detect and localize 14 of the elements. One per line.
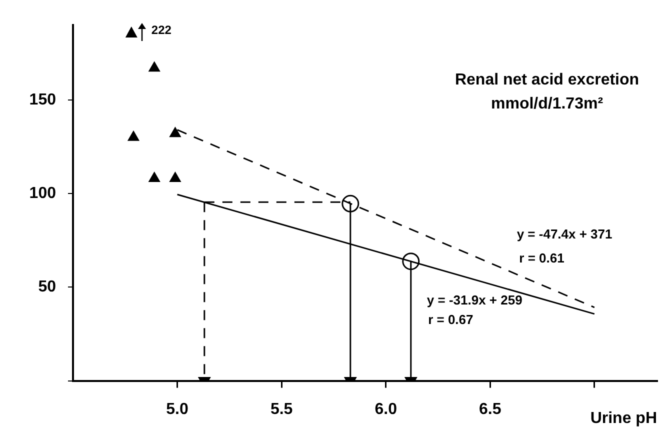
annotation: y = -31.9x + 259 <box>426 292 522 308</box>
y-tick-label: 100 <box>29 184 56 202</box>
annotation: 222 <box>151 22 172 37</box>
x-tick-label: 5.5 <box>270 400 293 418</box>
y-tick-label: 50 <box>38 278 56 296</box>
annotation: y = -47.4x + 371 <box>516 226 612 242</box>
y-tick-label: 150 <box>29 91 56 108</box>
annotation: r = 0.67 <box>428 312 474 327</box>
annotation: r = 0.61 <box>519 250 564 266</box>
x-tick-label: 6.0 <box>374 400 398 418</box>
x-tick-label: 5.0 <box>166 400 189 418</box>
x-tick-label: 6.5 <box>479 400 502 418</box>
y-axis-title: Renal net acid excretion mmol/d/1.73m² <box>454 71 640 112</box>
x-axis-title: Urine pH <box>590 410 657 428</box>
